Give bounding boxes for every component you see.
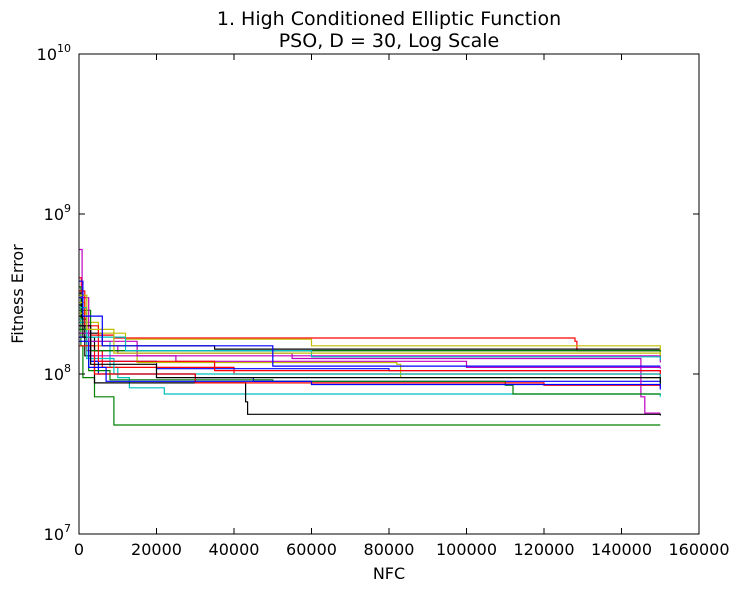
chart-subtitle: PSO, D = 30, Log Scale — [279, 30, 500, 52]
series-line-21 — [79, 307, 661, 361]
x-tick-label: 40000 — [209, 540, 260, 559]
series-line-23 — [79, 294, 661, 356]
x-tick-label: 20000 — [131, 540, 182, 559]
x-tick-label: 60000 — [286, 540, 337, 559]
x-tick-label: 0 — [74, 540, 84, 559]
series-line-16 — [79, 304, 661, 352]
series-line-20 — [79, 290, 661, 374]
series-line-13 — [79, 321, 661, 386]
x-tick-label: 80000 — [364, 540, 415, 559]
series-line-22 — [79, 325, 661, 384]
y-tick-label: 108 — [44, 362, 71, 384]
x-axis-label: NFC — [373, 564, 405, 583]
y-tick-label: 107 — [44, 522, 71, 544]
series-line-24 — [79, 280, 661, 367]
x-tick-label: 160000 — [668, 540, 729, 559]
series-layer — [79, 248, 661, 426]
series-line-17 — [79, 340, 661, 390]
series-line-3 — [79, 292, 661, 350]
x-tick-label: 100000 — [436, 540, 497, 559]
plot-frame — [78, 53, 700, 535]
x-axis: 0 20000 40000 60000 80000 100000 120000 140000 1… — [74, 54, 730, 559]
series-line-15 — [79, 345, 661, 388]
y-axis-label: Fitness Error — [8, 244, 27, 344]
x-tick-label: 140000 — [591, 540, 652, 559]
y-tick-label: 1010 — [37, 42, 71, 64]
x-tick-label: 120000 — [513, 540, 574, 559]
chart-title: 1. High Conditioned Elliptic Function — [217, 8, 561, 30]
y-axis: 107 108 109 1010 — [37, 42, 699, 544]
y-tick-label: 109 — [44, 202, 71, 224]
series-line-19 — [79, 248, 661, 363]
